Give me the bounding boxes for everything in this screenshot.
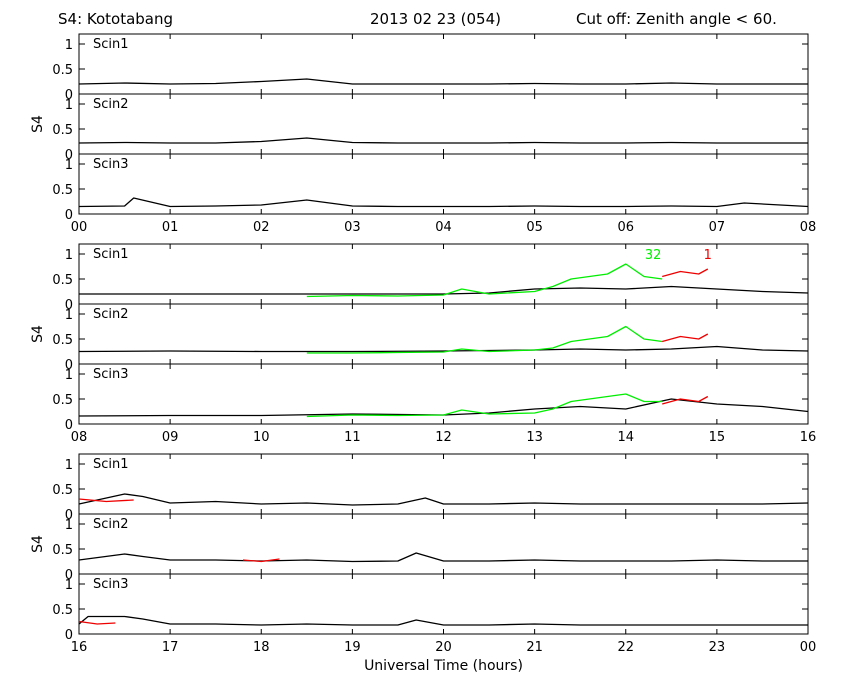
x-axis-label: Universal Time (hours) (364, 658, 523, 674)
y-axis-label: S4 (30, 325, 46, 343)
y-tick-label: 0 (65, 418, 73, 433)
panel-frame (78, 303, 809, 365)
s4-series-line (79, 285, 809, 295)
x-tick-label: 12 (435, 430, 452, 445)
panel-frame (78, 153, 809, 215)
x-tick-label: 08 (71, 430, 88, 445)
panel-frame (78, 93, 809, 155)
y-tick-label: 0.5 (52, 183, 73, 198)
s4-series-line (306, 393, 663, 418)
x-tick-label: 00 (800, 640, 817, 655)
panel-label: Scin2 (93, 517, 129, 532)
y-tick-label: 0.5 (52, 543, 73, 558)
x-tick-label: 00 (71, 220, 88, 235)
s4-series-line (306, 263, 663, 298)
s4-series-line (662, 333, 709, 343)
x-tick-label: 02 (253, 220, 270, 235)
y-tick-label: 0 (65, 208, 73, 223)
x-tick-label: 01 (162, 220, 179, 235)
x-tick-label: 07 (709, 220, 726, 235)
y-tick-label: 1 (65, 98, 73, 113)
y-tick-label: 0 (65, 568, 73, 583)
x-tick-label: 05 (526, 220, 543, 235)
x-tick-label: 19 (344, 640, 361, 655)
x-tick-label: 20 (435, 640, 452, 655)
y-tick-label: 0 (65, 88, 73, 103)
s4-series-line (78, 615, 808, 626)
s4-series-line (78, 197, 809, 208)
y-tick-label: 0.5 (52, 603, 73, 618)
panel-label: Scin1 (93, 247, 129, 262)
y-tick-label: 1 (65, 38, 73, 53)
y-tick-label: 0 (65, 628, 73, 643)
y-tick-label: 1 (65, 368, 73, 383)
panel-label: Scin3 (93, 157, 129, 172)
x-tick-label: 11 (344, 430, 361, 445)
s4-series-line (662, 268, 709, 278)
y-tick-label: 0.5 (52, 123, 73, 138)
cutoff-title: Cut off: Zenith angle < 60. (576, 10, 777, 28)
x-tick-label: 10 (253, 430, 270, 445)
x-tick-label: 23 (709, 640, 726, 655)
s4-series-line (78, 620, 116, 625)
panel-frame (78, 453, 809, 515)
x-tick-label: 22 (617, 640, 634, 655)
y-tick-label: 1 (65, 248, 73, 263)
s4-series-line (78, 137, 808, 144)
x-tick-label: 09 (162, 430, 179, 445)
x-tick-label: 18 (253, 640, 270, 655)
y-tick-label: 1 (65, 308, 73, 323)
s4-series-line (662, 395, 709, 405)
x-tick-label: 08 (800, 220, 817, 235)
y-axis-label: S4 (30, 535, 46, 553)
satellite-label: 32 (645, 248, 662, 263)
y-tick-label: 0.5 (52, 483, 73, 498)
y-tick-label: 0 (65, 358, 73, 373)
panel-frame (78, 513, 809, 575)
x-tick-label: 21 (526, 640, 543, 655)
panel-label: Scin1 (93, 457, 129, 472)
date-title: 2013 02 23 (054) (370, 10, 501, 28)
s4-series-line (78, 552, 808, 563)
s4-series-line (78, 345, 809, 353)
s4-series-line (78, 498, 134, 503)
y-tick-label: 1 (65, 518, 73, 533)
x-tick-label: 03 (344, 220, 361, 235)
x-tick-label: 16 (800, 430, 817, 445)
y-tick-label: 0.5 (52, 63, 73, 78)
y-tick-label: 0.5 (52, 273, 73, 288)
y-tick-label: 0 (65, 148, 73, 163)
x-tick-label: 15 (709, 430, 726, 445)
y-tick-label: 0 (65, 508, 73, 523)
x-tick-label: 17 (162, 640, 179, 655)
y-tick-label: 0.5 (52, 393, 73, 408)
panel-label: Scin3 (93, 577, 129, 592)
satellite-label: 1 (704, 248, 712, 263)
x-tick-label: 04 (435, 220, 452, 235)
s4-series-line (78, 398, 809, 417)
panel-label: Scin2 (93, 97, 129, 112)
panel-label: Scin2 (93, 307, 129, 322)
panel-label: Scin1 (93, 37, 129, 52)
s4-series-line (78, 493, 809, 506)
s4-series-line (78, 78, 808, 85)
y-tick-label: 1 (65, 158, 73, 173)
x-tick-label: 16 (71, 640, 88, 655)
y-axis-label: S4 (30, 115, 46, 133)
y-tick-label: 1 (65, 578, 73, 593)
x-tick-label: 06 (617, 220, 634, 235)
y-tick-label: 1 (65, 458, 73, 473)
s4-series-line (242, 558, 280, 563)
panel-frame (78, 33, 809, 95)
station-title: S4: Kototabang (58, 10, 174, 28)
panel-label: Scin3 (93, 367, 129, 382)
s4-series-line (306, 325, 663, 354)
x-tick-label: 14 (617, 430, 634, 445)
x-tick-label: 13 (526, 430, 543, 445)
y-tick-label: 0.5 (52, 333, 73, 348)
y-tick-label: 0 (65, 298, 73, 313)
